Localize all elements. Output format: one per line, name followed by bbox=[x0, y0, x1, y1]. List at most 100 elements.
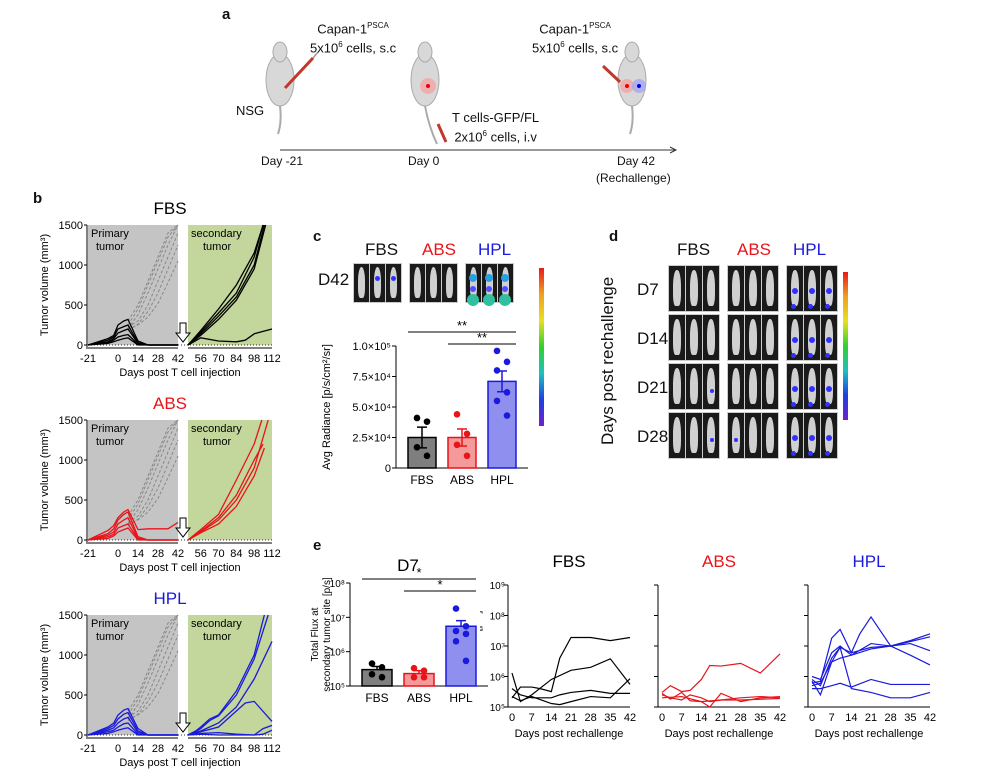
control-series-line bbox=[127, 614, 179, 716]
timeline-label-day42: Day 42 bbox=[617, 154, 656, 168]
panel-label-e: e bbox=[313, 537, 322, 554]
data-point bbox=[410, 673, 418, 681]
x-tick-label: 28 bbox=[585, 712, 597, 724]
x-tick-label: 0 bbox=[115, 353, 121, 365]
panel-d-group-fbs: FBS bbox=[677, 240, 711, 259]
control-series-line bbox=[127, 419, 179, 517]
data-point bbox=[420, 667, 428, 674]
mouse-icon-2 bbox=[410, 41, 440, 145]
data-point bbox=[452, 638, 460, 645]
chart-title: HPL bbox=[852, 552, 885, 571]
panel-d-row-label: D14 bbox=[637, 329, 669, 348]
panel-c-group-abs: ABS bbox=[422, 240, 457, 259]
y-tick-label: 10⁶ bbox=[330, 648, 345, 659]
data-point bbox=[452, 605, 460, 612]
y-tick-label: 0 bbox=[77, 535, 83, 547]
y-tick-label: 10⁷ bbox=[330, 613, 345, 624]
control-series-line bbox=[127, 427, 179, 523]
y-axis-label: Avg Radiance [p/s/cm²/sr] bbox=[321, 344, 333, 470]
x-axis-label: Days post T cell injection bbox=[119, 757, 240, 769]
series-line bbox=[661, 695, 781, 703]
secondary-series-line bbox=[187, 419, 263, 541]
x-tick-label: 70 bbox=[212, 548, 224, 560]
x-tick-label: 0 bbox=[115, 548, 121, 560]
secondary-region bbox=[188, 615, 272, 735]
secondary-label-1: secondary bbox=[191, 618, 242, 630]
data-point bbox=[493, 347, 501, 355]
y-axis-label: Total Flux [p/s] bbox=[480, 611, 483, 682]
mouse-icon-3 bbox=[617, 41, 647, 135]
series-line bbox=[812, 678, 930, 690]
x-tick-label: -21 bbox=[80, 353, 96, 365]
data-point bbox=[503, 358, 511, 366]
x-tick-label: 14 bbox=[132, 548, 144, 560]
injection-label-2: T cells-GFP/FL 2x106 cells, i.v bbox=[452, 110, 540, 145]
panel-label-a: a bbox=[222, 6, 231, 23]
y-tick-label: 1500 bbox=[59, 415, 83, 427]
x-tick-label: 112 bbox=[263, 743, 281, 755]
mouse-image bbox=[820, 412, 838, 459]
mouse-image bbox=[744, 265, 762, 312]
mouse-image bbox=[820, 265, 838, 312]
control-series-line bbox=[127, 650, 179, 720]
bar bbox=[487, 380, 517, 469]
mouse-strain-label: NSG bbox=[236, 103, 265, 118]
y-tick-label: 0 bbox=[77, 340, 83, 352]
y-axis-label: Total Flux at bbox=[310, 607, 321, 661]
mouse-image bbox=[369, 263, 386, 303]
primary-series-line bbox=[87, 727, 178, 736]
x-tick-label: 42 bbox=[924, 712, 936, 724]
data-point bbox=[368, 670, 376, 678]
data-point bbox=[462, 630, 470, 638]
secondary-series-line bbox=[187, 700, 273, 736]
x-tick-label: 28 bbox=[885, 712, 897, 724]
secondary-label-2: tumor bbox=[203, 436, 231, 448]
mouse-image bbox=[668, 363, 686, 410]
y-tick-label: 500 bbox=[65, 300, 83, 312]
mouse-image bbox=[385, 263, 402, 303]
y-tick-label: 0 bbox=[77, 730, 83, 742]
mouse-image bbox=[497, 263, 514, 306]
y-tick-label: 500 bbox=[65, 495, 83, 507]
injection-label-3: Capan-1PSCA 5x106 cells, s.c bbox=[532, 21, 619, 56]
timeline-label-day-minus21: Day -21 bbox=[261, 154, 304, 168]
data-point bbox=[413, 414, 421, 422]
series-line bbox=[811, 615, 931, 684]
secondary-series-line bbox=[187, 729, 273, 736]
x-tick-label: 7 bbox=[529, 712, 535, 724]
series-line bbox=[511, 678, 631, 706]
data-point bbox=[378, 673, 386, 681]
syringe-icon-1 bbox=[283, 56, 315, 90]
x-tick-label: 84 bbox=[230, 548, 242, 560]
mouse-image bbox=[761, 265, 779, 312]
panel-d-group-hpl: HPL bbox=[793, 240, 827, 259]
mouse-image bbox=[803, 265, 821, 312]
bar bbox=[445, 625, 477, 687]
series-line bbox=[511, 636, 631, 699]
mouse-image bbox=[820, 363, 838, 410]
avg-radiance-bar-chart: 0 2.5×10⁴ 5.0×10⁴ 7.5×10⁴ 1.0×10⁵ Avg Radianc… bbox=[321, 320, 528, 487]
x-tick-label: ABS bbox=[407, 691, 431, 705]
x-tick-label: 112 bbox=[263, 548, 281, 560]
y-tick-label: 1500 bbox=[59, 610, 83, 622]
series-line bbox=[661, 653, 781, 693]
x-tick-label: 14 bbox=[132, 353, 144, 365]
syringe-icon-3 bbox=[601, 64, 622, 84]
primary-label-1: Primary bbox=[91, 228, 129, 240]
mouse-image bbox=[786, 412, 804, 459]
mouse-image bbox=[668, 412, 686, 459]
y-tick-label: 0 bbox=[385, 463, 391, 475]
x-tick-label: 112 bbox=[263, 353, 281, 365]
chart-title: FBS bbox=[552, 552, 585, 571]
x-tick-label: 42 bbox=[172, 353, 184, 365]
x-tick-label: 14 bbox=[845, 712, 857, 724]
y-tick-label: 7.5×10⁴ bbox=[352, 372, 391, 384]
primary-series-line bbox=[87, 337, 178, 346]
control-series-line bbox=[127, 622, 179, 718]
panel-d-row-label: D21 bbox=[637, 378, 669, 397]
control-series-line bbox=[127, 224, 179, 326]
x-tick-label: 35 bbox=[604, 712, 616, 724]
chart-title: HPL bbox=[153, 589, 186, 608]
